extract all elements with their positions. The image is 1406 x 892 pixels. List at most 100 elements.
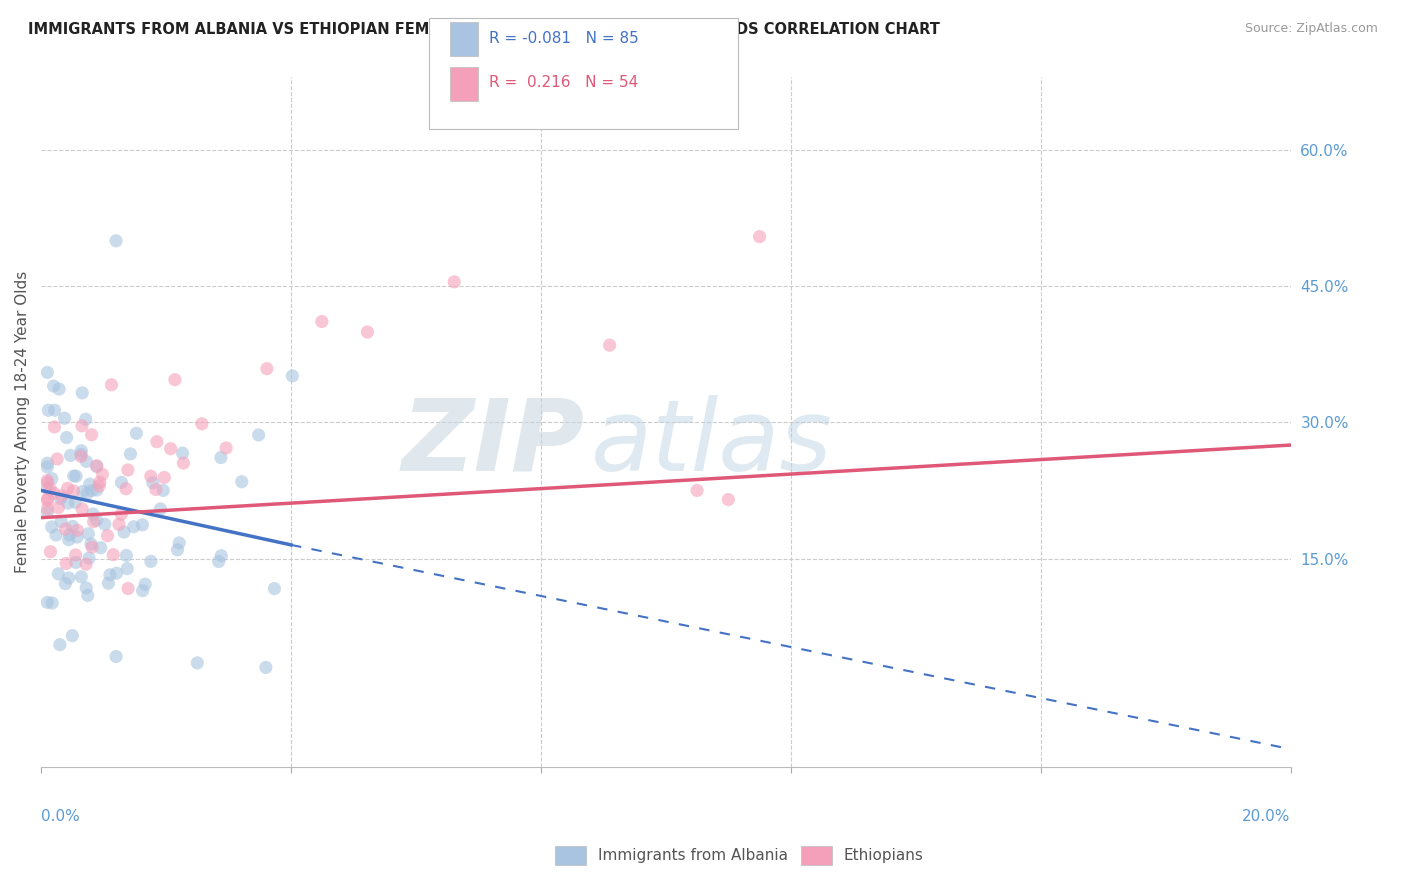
Point — [281, 368, 304, 383]
Point — [748, 229, 770, 244]
Point — [55, 431, 77, 445]
Text: Source: ZipAtlas.com: Source: ZipAtlas.com — [1244, 22, 1378, 36]
Point — [37, 493, 59, 508]
Point — [108, 517, 131, 532]
Point — [105, 566, 128, 581]
Point — [80, 537, 103, 551]
Point — [60, 629, 83, 643]
Text: 20.0%: 20.0% — [1243, 809, 1291, 823]
Point — [100, 377, 122, 392]
Point — [256, 361, 278, 376]
Point — [70, 418, 93, 433]
Point — [62, 469, 84, 483]
Point — [120, 447, 142, 461]
Point — [37, 475, 59, 490]
Point — [56, 496, 79, 510]
Point — [86, 483, 108, 497]
Point — [122, 520, 145, 534]
Point — [70, 570, 93, 584]
Point — [75, 581, 97, 595]
Point — [41, 596, 63, 610]
Point — [110, 508, 132, 522]
Point — [37, 482, 59, 496]
Point — [94, 517, 117, 532]
Point — [247, 428, 270, 442]
Point — [142, 475, 165, 490]
Point — [65, 495, 87, 509]
Point — [125, 426, 148, 441]
Point — [77, 526, 100, 541]
Point — [55, 522, 77, 536]
Text: atlas: atlas — [591, 394, 832, 491]
Point — [172, 446, 194, 460]
Point — [117, 582, 139, 596]
Point — [80, 427, 103, 442]
Point — [80, 540, 103, 554]
Point — [191, 417, 214, 431]
Text: 0.0%: 0.0% — [41, 809, 80, 823]
Point — [131, 517, 153, 532]
Point — [56, 481, 79, 495]
Point — [167, 536, 190, 550]
Point — [72, 484, 94, 499]
Point — [58, 571, 80, 585]
Point — [139, 554, 162, 568]
Point — [152, 483, 174, 498]
Point — [45, 528, 67, 542]
Point — [37, 595, 59, 609]
Point — [112, 525, 135, 540]
Point — [149, 502, 172, 516]
Point — [90, 541, 112, 555]
Point — [311, 314, 333, 328]
Point — [39, 482, 62, 496]
Point — [139, 469, 162, 483]
Point — [75, 557, 97, 571]
Point — [37, 501, 59, 516]
Point — [48, 382, 70, 396]
Text: R =  0.216   N = 54: R = 0.216 N = 54 — [489, 76, 638, 90]
Point — [96, 529, 118, 543]
Point — [70, 450, 93, 464]
Point — [172, 456, 194, 470]
Y-axis label: Female Poverty Among 18-24 Year Olds: Female Poverty Among 18-24 Year Olds — [15, 271, 30, 574]
Point — [208, 554, 231, 568]
Point — [51, 489, 73, 503]
Point — [443, 275, 465, 289]
Point — [70, 502, 93, 516]
Point — [59, 449, 82, 463]
Text: ZIP: ZIP — [402, 394, 585, 491]
Point — [46, 566, 69, 581]
Point — [98, 567, 121, 582]
Point — [37, 505, 59, 519]
Point — [39, 545, 62, 559]
Point — [42, 379, 65, 393]
Point — [37, 456, 59, 470]
Point — [58, 533, 80, 547]
Point — [103, 548, 125, 562]
Point — [66, 530, 89, 544]
Point — [65, 548, 87, 562]
Point — [153, 470, 176, 484]
Point — [37, 403, 59, 417]
Point — [53, 411, 76, 425]
Point — [105, 649, 128, 664]
Point — [231, 475, 253, 489]
Point — [75, 412, 97, 426]
Point — [58, 528, 80, 542]
Point — [86, 458, 108, 473]
Text: R = -0.081   N = 85: R = -0.081 N = 85 — [489, 31, 640, 45]
Point — [263, 582, 285, 596]
Point — [254, 660, 277, 674]
Point — [44, 420, 66, 434]
Point — [44, 486, 66, 500]
Point — [215, 441, 238, 455]
Point — [209, 450, 232, 465]
Point — [70, 447, 93, 461]
Point — [37, 491, 59, 506]
Point — [82, 507, 104, 521]
Point — [37, 474, 59, 488]
Point — [37, 366, 59, 380]
Point — [115, 482, 138, 496]
Point — [53, 576, 76, 591]
Point — [76, 486, 98, 500]
